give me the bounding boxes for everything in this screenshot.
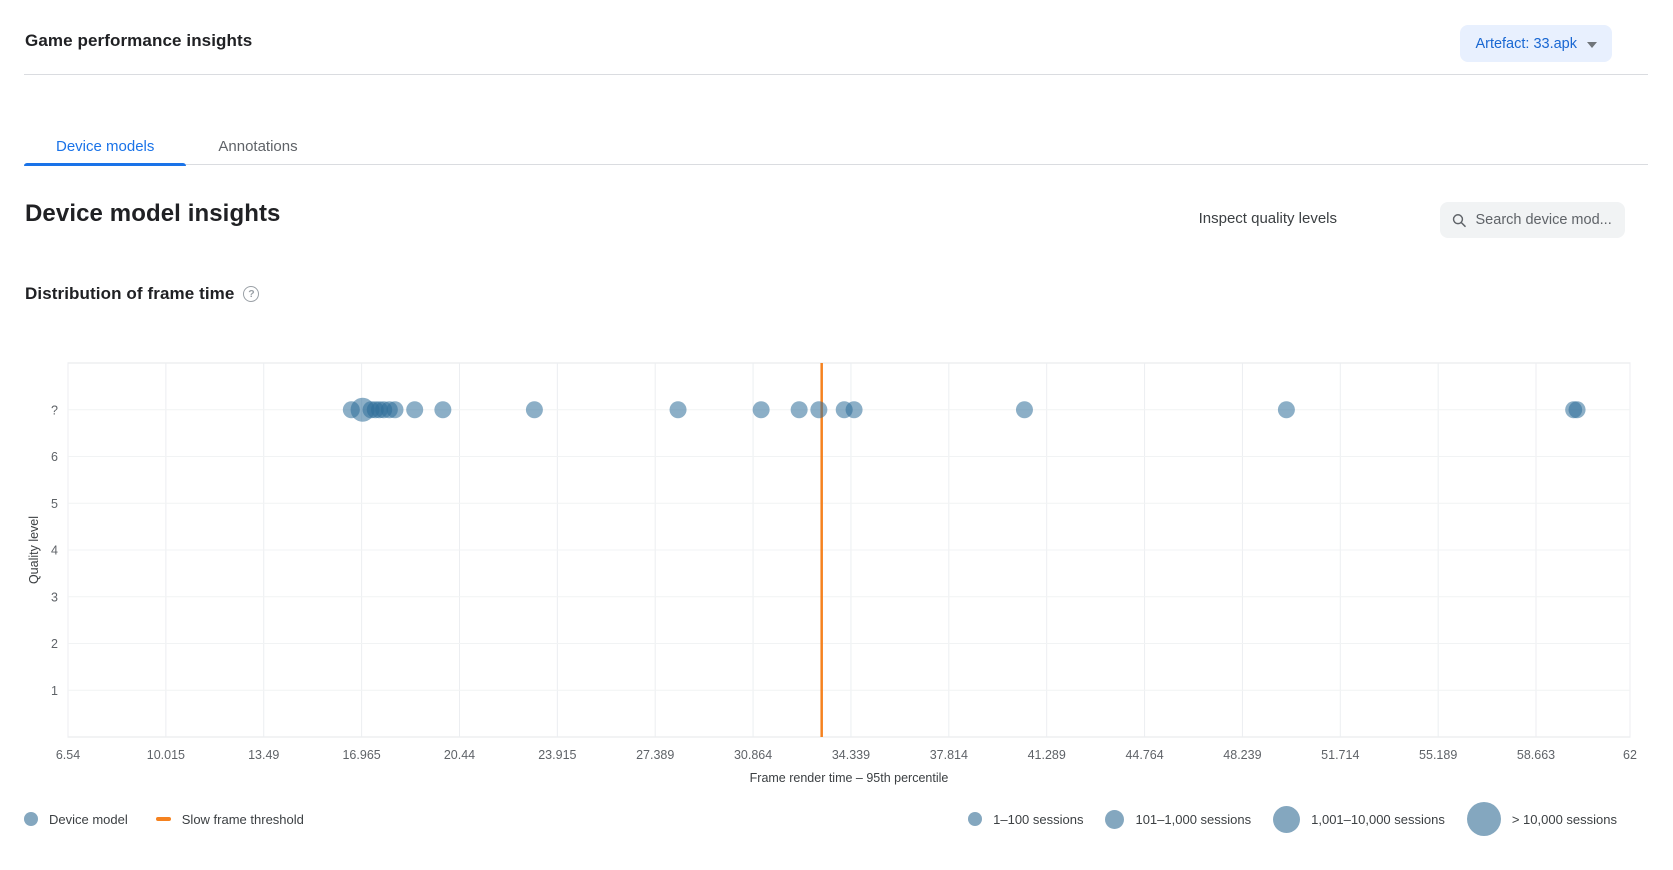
device-model-point[interactable] bbox=[1015, 401, 1033, 419]
x-tick-label: 41.289 bbox=[1028, 748, 1066, 762]
y-axis-title: Quality level bbox=[27, 516, 41, 584]
section-title: Device model insights bbox=[25, 200, 281, 227]
device-model-point[interactable] bbox=[1277, 401, 1295, 419]
legend-size-101-1000-label: 101–1,000 sessions bbox=[1135, 811, 1252, 827]
device-model-point[interactable] bbox=[790, 401, 808, 419]
x-tick-label: 27.389 bbox=[636, 748, 674, 762]
device-model-search[interactable] bbox=[1440, 202, 1625, 238]
x-tick-label: 30.864 bbox=[734, 748, 772, 762]
x-tick-label: 51.714 bbox=[1321, 748, 1359, 762]
legend-slow-frame-threshold: Slow frame threshold bbox=[155, 811, 304, 827]
device-model-point[interactable] bbox=[434, 401, 452, 419]
active-tab-underline bbox=[24, 163, 187, 166]
legend-series-group: Device model Slow frame threshold bbox=[24, 812, 304, 827]
legend-size-over-10000-label: > 10,000 sessions bbox=[1511, 811, 1617, 827]
x-tick-label: 6.54 bbox=[56, 748, 80, 762]
artefact-selector-label: Artefact: 33.apk bbox=[1475, 35, 1577, 52]
legend-size-1-100-label: 1–100 sessions bbox=[993, 811, 1084, 827]
legend-threshold-label: Slow frame threshold bbox=[181, 811, 304, 827]
device-model-point[interactable] bbox=[669, 401, 687, 419]
frame-time-chart-svg: 6.54 10.015 13.49 16.965 20.44 23.915 27.389 30… bbox=[27, 362, 1637, 785]
x-tick-label: 48.239 bbox=[1223, 748, 1261, 762]
y-tick-label: 4 bbox=[51, 544, 58, 558]
x-tick-label: 13.49 bbox=[248, 748, 279, 762]
x-tick-label: 34.339 bbox=[832, 748, 870, 762]
x-tick-label: 55.189 bbox=[1419, 748, 1457, 762]
legend-size-group: 1–100 sessions 101–1,000 sessions 1,001–… bbox=[968, 802, 1617, 836]
tab-device-models[interactable]: Device models bbox=[24, 128, 187, 166]
y-tick-label: 2 bbox=[51, 637, 58, 651]
device-model-dot-icon bbox=[24, 812, 38, 826]
legend-size-1001-10000-label: 1,001–10,000 sessions bbox=[1311, 811, 1445, 827]
x-tick-label: 16.965 bbox=[342, 748, 380, 762]
tab-annotations-label: Annotations bbox=[218, 137, 298, 155]
device-model-point[interactable] bbox=[525, 401, 543, 419]
x-tick-label: 20.44 bbox=[444, 748, 475, 762]
device-model-point[interactable] bbox=[845, 401, 863, 419]
device-model-point[interactable] bbox=[386, 401, 404, 419]
page-title: Game performance insights bbox=[25, 31, 253, 50]
header-divider bbox=[24, 74, 1648, 75]
inspect-quality-levels-link[interactable]: Inspect quality levels bbox=[1198, 210, 1337, 227]
threshold-line-icon bbox=[155, 817, 171, 821]
x-tick-label: 44.764 bbox=[1125, 748, 1163, 762]
x-tick-label: 23.915 bbox=[538, 748, 576, 762]
x-tick-label: 58.663 bbox=[1517, 748, 1555, 762]
y-tick-label: ? bbox=[51, 403, 58, 417]
size-dot-xlarge-icon bbox=[1466, 802, 1501, 836]
tab-annotations[interactable]: Annotations bbox=[186, 128, 329, 164]
device-model-point[interactable] bbox=[810, 401, 828, 419]
y-tick-label: 5 bbox=[51, 497, 58, 511]
frame-time-chart: 6.54 10.015 13.49 16.965 20.44 23.915 27.389 30… bbox=[0, 340, 1673, 790]
page-header: Game performance insights Artefact: 33.a… bbox=[0, 0, 1673, 75]
size-dot-large-icon bbox=[1273, 805, 1301, 833]
help-icon[interactable]: ? bbox=[243, 286, 260, 302]
chart-title-row: Distribution of frame time ? bbox=[25, 284, 260, 304]
legend-device-model: Device model bbox=[24, 812, 128, 827]
artefact-selector-button[interactable]: Artefact: 33.apk bbox=[1460, 25, 1612, 62]
y-tick-label: 1 bbox=[51, 684, 58, 698]
legend-size-1001-10000: 1,001–10,000 sessions bbox=[1273, 805, 1445, 833]
search-icon bbox=[1452, 213, 1466, 227]
x-tick-label: 10.015 bbox=[147, 748, 185, 762]
device-model-point[interactable] bbox=[1568, 401, 1586, 419]
x-tick-label: 62 bbox=[1623, 748, 1637, 762]
search-input[interactable] bbox=[1475, 212, 1613, 228]
size-dot-small-icon bbox=[968, 812, 983, 826]
y-tick-label: 3 bbox=[51, 590, 58, 604]
x-tick-label: 37.814 bbox=[930, 748, 968, 762]
legend-size-over-10000: > 10,000 sessions bbox=[1466, 802, 1617, 836]
size-dot-medium-icon bbox=[1105, 809, 1125, 829]
tab-bar: Device models Annotations bbox=[24, 128, 1648, 166]
chart-title: Distribution of frame time bbox=[25, 284, 235, 303]
chart-legend: Device model Slow frame threshold 1–100 … bbox=[24, 802, 1617, 836]
device-model-point[interactable] bbox=[752, 401, 770, 419]
legend-size-101-1000: 101–1,000 sessions bbox=[1105, 809, 1252, 829]
x-axis-title: Frame render time – 95th percentile bbox=[750, 771, 949, 785]
device-model-point[interactable] bbox=[406, 401, 424, 419]
legend-size-1-100: 1–100 sessions bbox=[968, 812, 1083, 827]
chevron-down-icon bbox=[1587, 41, 1597, 48]
legend-device-model-label: Device model bbox=[49, 811, 128, 827]
tab-device-models-label: Device models bbox=[56, 137, 155, 155]
y-tick-label: 6 bbox=[51, 450, 58, 464]
